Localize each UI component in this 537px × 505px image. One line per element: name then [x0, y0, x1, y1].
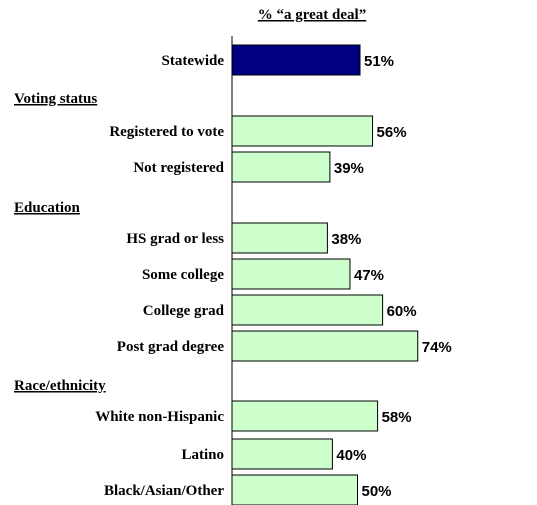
- category-label-latino: Latino: [181, 447, 224, 463]
- group-label-race-ethnicity: Race/ethnicity: [14, 378, 106, 394]
- value-label-not-registered: 39%: [334, 160, 364, 177]
- value-label-post-grad-degree: 74%: [422, 339, 452, 356]
- bar-some-college: [231, 258, 351, 290]
- value-label-white-non-hispanic: 58%: [382, 409, 412, 426]
- category-label-not-registered: Not registered: [133, 160, 224, 176]
- category-label-hs-grad-or-less: HS grad or less: [126, 231, 224, 247]
- chart-title: % “a great deal”: [258, 7, 366, 23]
- value-label-some-college: 47%: [354, 267, 384, 284]
- group-label-voting-status: Voting status: [14, 91, 97, 107]
- bar-latino: [231, 438, 333, 470]
- value-label-registered-to-vote: 56%: [377, 124, 407, 141]
- bar-registered-to-vote: [231, 115, 374, 147]
- bar-statewide: [231, 44, 361, 76]
- category-label-black-asian-other: Black/Asian/Other: [104, 483, 224, 499]
- bar-hs-grad-or-less: [231, 222, 328, 254]
- bar-white-non-hispanic: [231, 400, 379, 432]
- bar-post-grad-degree: [231, 330, 419, 362]
- value-label-latino: 40%: [336, 447, 366, 464]
- category-label-post-grad-degree: Post grad degree: [117, 339, 225, 355]
- value-label-black-asian-other: 50%: [362, 483, 392, 500]
- group-label-education: Education: [14, 200, 81, 216]
- category-label-statewide: Statewide: [162, 53, 225, 69]
- category-label-college-grad: College grad: [143, 303, 225, 319]
- value-label-statewide: 51%: [364, 53, 394, 70]
- category-label-some-college: Some college: [142, 267, 224, 283]
- category-label-registered-to-vote: Registered to vote: [109, 124, 224, 140]
- category-label-white-non-hispanic: White non-Hispanic: [95, 409, 224, 425]
- value-label-college-grad: 60%: [387, 303, 417, 320]
- bar-college-grad: [231, 294, 384, 326]
- bar-not-registered: [231, 151, 331, 183]
- value-label-hs-grad-or-less: 38%: [331, 231, 361, 248]
- bar-black-asian-other: [231, 474, 358, 505]
